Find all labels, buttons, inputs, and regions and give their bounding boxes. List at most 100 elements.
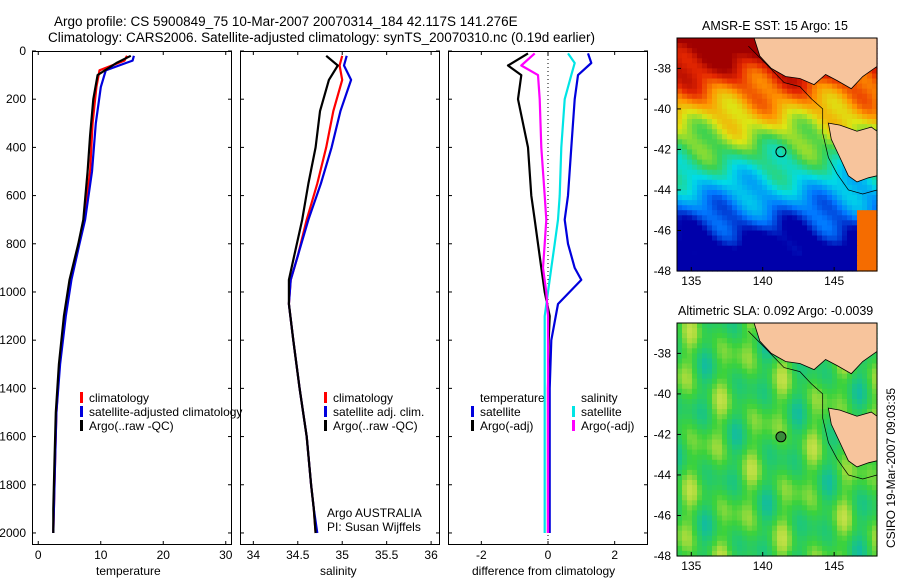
- map-cell: [687, 220, 693, 226]
- map-cell: [697, 240, 703, 247]
- map-cell: [702, 383, 708, 390]
- map-cell: [872, 240, 878, 247]
- map-cell: [802, 245, 808, 252]
- map-cell: [817, 190, 823, 196]
- map-cell: [797, 515, 803, 522]
- map-cell: [832, 245, 838, 252]
- map-cell: [837, 225, 843, 232]
- map-cell: [777, 459, 783, 466]
- map-cell: [727, 525, 733, 532]
- map-cell: [817, 124, 823, 130]
- legend-entry-argo: Argo(..raw -QC): [324, 419, 424, 433]
- map-cell: [747, 78, 753, 85]
- map-cell: [762, 409, 768, 415]
- map-cell: [692, 53, 698, 59]
- map-cell: [697, 485, 703, 491]
- map-cell: [752, 429, 758, 436]
- map-cell: [732, 260, 738, 267]
- map-cell: [687, 129, 693, 135]
- map-cell: [757, 144, 763, 151]
- map-cell: [797, 439, 803, 446]
- map-cell: [807, 184, 813, 191]
- map-cell: [872, 260, 878, 267]
- depth-tick-label: 200: [6, 92, 26, 106]
- map-cell: [857, 124, 863, 130]
- map-cell: [682, 38, 688, 44]
- map-cell: [857, 404, 863, 410]
- legend-entry-climatology: climatology: [80, 391, 242, 405]
- map-cell: [792, 419, 798, 425]
- map-cell: [722, 515, 728, 522]
- map-cell: [737, 78, 743, 85]
- map-cell: [797, 434, 803, 441]
- map-cell: [777, 424, 783, 430]
- map-cell: [772, 260, 778, 267]
- map-cell: [872, 409, 878, 415]
- map-cell: [787, 108, 793, 115]
- map-cell: [712, 174, 718, 181]
- map-cell: [767, 459, 773, 466]
- x-tick-label: -2: [476, 548, 487, 562]
- map-cell: [787, 434, 793, 441]
- map-cell: [777, 500, 783, 506]
- map-cell: [747, 378, 753, 385]
- map-cell: [842, 399, 848, 405]
- map-cell: [767, 485, 773, 491]
- map-cell: [822, 550, 828, 557]
- map-cell: [872, 368, 878, 375]
- map-cell: [707, 235, 713, 242]
- map-cell: [802, 114, 808, 120]
- map-y-tick-label: -46: [654, 508, 672, 522]
- map-cell: [707, 480, 713, 486]
- map-cell: [817, 439, 823, 446]
- map-cell: [697, 323, 703, 329]
- map-cell: [752, 333, 758, 339]
- map-cell: [712, 485, 718, 491]
- map-cell: [762, 230, 768, 237]
- map-cell: [732, 174, 738, 181]
- map-cell: [722, 159, 728, 166]
- map-cell: [807, 124, 813, 130]
- map-cell: [822, 540, 828, 547]
- map-cell: [767, 368, 773, 375]
- map-cell: [722, 368, 728, 375]
- map-cell: [722, 495, 728, 501]
- map-cell: [682, 414, 688, 420]
- map-cell: [702, 454, 708, 461]
- map-cell: [742, 333, 748, 339]
- map-cell: [872, 393, 878, 400]
- map-cell: [762, 210, 768, 216]
- map-cell: [692, 540, 698, 547]
- map-cell: [687, 363, 693, 370]
- map-cell: [782, 108, 788, 115]
- map-cell: [742, 240, 748, 247]
- map-cell: [752, 114, 758, 120]
- map-cell: [837, 98, 843, 105]
- map-cell: [747, 399, 753, 405]
- map-cell: [782, 475, 788, 481]
- map-cell: [857, 409, 863, 415]
- map-cell: [822, 439, 828, 446]
- map-cell: [772, 373, 778, 380]
- map-cell: [862, 409, 868, 415]
- map-cell: [742, 535, 748, 542]
- map-cell: [687, 378, 693, 385]
- map-cell: [872, 215, 878, 221]
- map-cell: [697, 333, 703, 339]
- map-cell: [812, 505, 818, 511]
- map-cell: [727, 78, 733, 85]
- map-cell: [737, 490, 743, 496]
- map-cell: [772, 174, 778, 181]
- map-cell: [747, 205, 753, 211]
- map-cell: [792, 424, 798, 430]
- map-cell: [692, 169, 698, 176]
- map-cell: [782, 195, 788, 201]
- map-cell: [872, 404, 878, 410]
- map-cell: [742, 429, 748, 436]
- map-cell: [722, 93, 728, 100]
- map-cell: [752, 424, 758, 430]
- map-cell: [707, 230, 713, 237]
- map-cell: [767, 220, 773, 226]
- map-cell: [752, 179, 758, 186]
- map-cell: [822, 459, 828, 466]
